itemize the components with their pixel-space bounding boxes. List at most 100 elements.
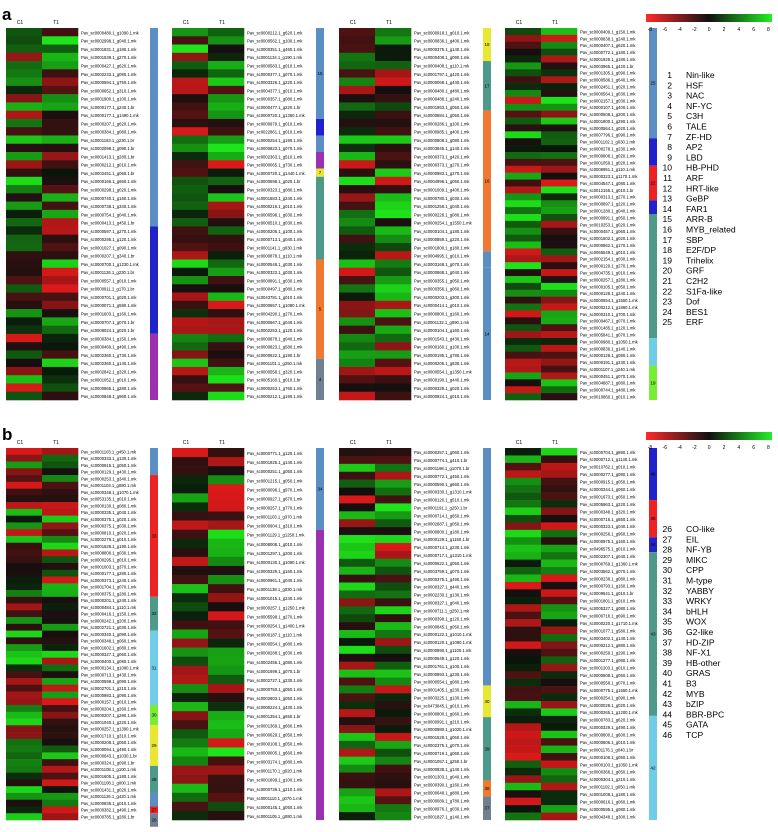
heatmap-cell bbox=[541, 241, 578, 249]
heatmap-cell bbox=[208, 493, 245, 503]
cluster-bar bbox=[483, 685, 491, 718]
heatmap-cell bbox=[172, 193, 209, 202]
heatmap-cell bbox=[541, 193, 578, 201]
legend-family-name: BBR-BPC bbox=[686, 709, 724, 719]
heatmap-cell bbox=[42, 36, 79, 45]
heatmap-cell bbox=[172, 511, 209, 521]
gene-label: Pav_sc0000129.1_g430.1.mk bbox=[81, 470, 137, 475]
heatmap-cell bbox=[208, 251, 245, 260]
heatmap-cell bbox=[42, 309, 79, 318]
cluster-bar bbox=[483, 110, 491, 252]
heatmap-cell bbox=[375, 804, 412, 813]
gene-label: Pav_sc0003845.1_g140.1.mk bbox=[414, 146, 470, 151]
heatmap-cell bbox=[208, 276, 245, 285]
heatmap-cell bbox=[339, 251, 376, 260]
heatmap-cell bbox=[208, 28, 245, 37]
heatmap-cell bbox=[208, 711, 245, 721]
gene-label: Pav_sc0000586.1_g640.1.mk bbox=[580, 78, 636, 83]
heatmap-cell bbox=[42, 52, 79, 62]
heatmap-cell bbox=[505, 514, 542, 523]
legend-number: 38 bbox=[662, 648, 672, 658]
heatmap-cell bbox=[505, 234, 542, 242]
gene-label: Pav_sc0000191.1_g230.1.mk bbox=[580, 360, 636, 365]
gene-label: Pav_sc0000373.1_g270.1.mk bbox=[414, 163, 470, 168]
gene-label: Pav_sc0000205.1_g630.1.mk bbox=[414, 361, 470, 366]
heatmap-cell bbox=[42, 461, 79, 469]
gene-label: Pav_sc0000160.1_g100.1.mk bbox=[414, 345, 470, 350]
gene-label: Pav_sc0001003.1_g370.1.mk bbox=[81, 564, 137, 569]
heatmap-cell bbox=[208, 85, 245, 95]
heatmap-cell bbox=[339, 535, 376, 544]
heatmap-cell bbox=[541, 138, 578, 146]
column-label-t1: T1 bbox=[386, 20, 392, 26]
heatmap-cell bbox=[339, 637, 376, 647]
heatmap-cell bbox=[208, 185, 245, 194]
heatmap-cell bbox=[42, 317, 79, 326]
cluster-number: 28 bbox=[151, 777, 157, 782]
heatmap-cell bbox=[172, 218, 209, 227]
heatmap-cell bbox=[375, 622, 412, 631]
heatmap-cell bbox=[375, 550, 412, 560]
heatmap-cell bbox=[339, 168, 376, 178]
heatmap-cell bbox=[172, 152, 209, 161]
gene-label: Pav_sc0002157.1_g030.1.mk bbox=[580, 98, 636, 103]
heatmap-cell bbox=[42, 110, 79, 120]
heatmap-cell bbox=[339, 185, 376, 194]
heatmap-cell bbox=[42, 350, 79, 359]
heatmap-cell bbox=[339, 479, 376, 488]
heatmap-cell bbox=[339, 661, 376, 670]
heatmap-cell bbox=[375, 292, 412, 302]
cluster-bar bbox=[649, 365, 657, 400]
heatmap-cell bbox=[505, 448, 542, 456]
gene-label: Pav_sc0000416.1_g150.1.mk bbox=[81, 612, 137, 617]
gene-label: Pav_sc0000355.1_g050.1.mk bbox=[414, 278, 470, 283]
heatmap-cell bbox=[541, 760, 578, 769]
gene-label: Pav_sc0000129.1_g270.1.mk bbox=[580, 264, 636, 269]
heatmap-cell bbox=[339, 350, 376, 359]
legend-family-name: ARF bbox=[686, 173, 703, 183]
heatmap-cell bbox=[6, 637, 43, 645]
heatmap-cell bbox=[6, 799, 43, 807]
heatmap-cell bbox=[6, 765, 43, 773]
gene-label: Pav_sc0000187.1_g110.1.mk bbox=[247, 633, 303, 638]
gene-label: Pav_sc0010253.1_g020.1.mk bbox=[580, 222, 636, 227]
cluster-bar bbox=[150, 813, 158, 827]
heatmap-cell bbox=[541, 678, 578, 687]
heatmap-cell bbox=[6, 732, 43, 740]
heatmap-cell bbox=[208, 52, 245, 62]
gene-label: Pav_sc0000598.1_g020.1.br bbox=[247, 179, 301, 184]
heatmap-cell bbox=[6, 671, 43, 679]
gene-label: Pav_sc0000884.1_g050.1.mk bbox=[414, 113, 470, 118]
heatmap-cell bbox=[6, 562, 43, 571]
heatmap-cell bbox=[339, 511, 376, 520]
gene-label: Pav_sc0000740.1_g160.1.mk bbox=[81, 196, 137, 201]
gene-label: Pav_sc0000878.1_g110.1.mk bbox=[247, 254, 303, 259]
heatmap-cell bbox=[172, 350, 209, 359]
gene-label: Pav_sc0000166.1_g660.1.mk bbox=[81, 179, 137, 184]
heatmap-cell bbox=[339, 267, 376, 277]
panel-letter: a bbox=[2, 5, 12, 24]
heatmap-cell bbox=[541, 62, 578, 70]
heatmap-cell bbox=[541, 507, 578, 516]
heatmap-cell bbox=[541, 611, 578, 620]
gene-label: Pav_sc0000701.1_g020.1.mk bbox=[81, 295, 137, 300]
gene-label: Pav_sc0008808.1_g030.1.mk bbox=[81, 551, 137, 556]
heatmap-cell bbox=[208, 375, 245, 384]
heatmap-cell bbox=[208, 810, 245, 821]
heatmap-cell bbox=[505, 393, 542, 401]
heatmap-cell bbox=[375, 118, 412, 128]
gene-label: Pav_sc0002154.1_g030.1.mk bbox=[580, 257, 636, 262]
heatmap-cell bbox=[505, 262, 542, 270]
gene-label: Pav_sc0000254.1_g090.1.mk bbox=[580, 695, 636, 700]
gene-label: Pav_sc0000480.1_g1090.1.mk bbox=[81, 30, 140, 35]
heatmap-cell bbox=[505, 663, 542, 672]
gene-label: Pav_sc0000848.1_g960.1.mk bbox=[81, 394, 137, 399]
gene-label: Pav_sc0000329.1_g490.1.mk bbox=[580, 725, 636, 730]
heatmap-block-4: C1 T1 Pav_sc0000409.1_g150.1.mk Pav_sc00008… bbox=[505, 20, 657, 401]
heatmap-cell bbox=[541, 522, 578, 531]
gene-label: Pav_sc0000286.1_g100.1.mk bbox=[414, 121, 470, 126]
cluster-bar bbox=[649, 338, 657, 366]
heatmap-cell bbox=[208, 300, 245, 310]
gene-label: Pav_sc0001603.1_g160.1.mk bbox=[81, 312, 137, 317]
heatmap-cell bbox=[42, 806, 79, 814]
